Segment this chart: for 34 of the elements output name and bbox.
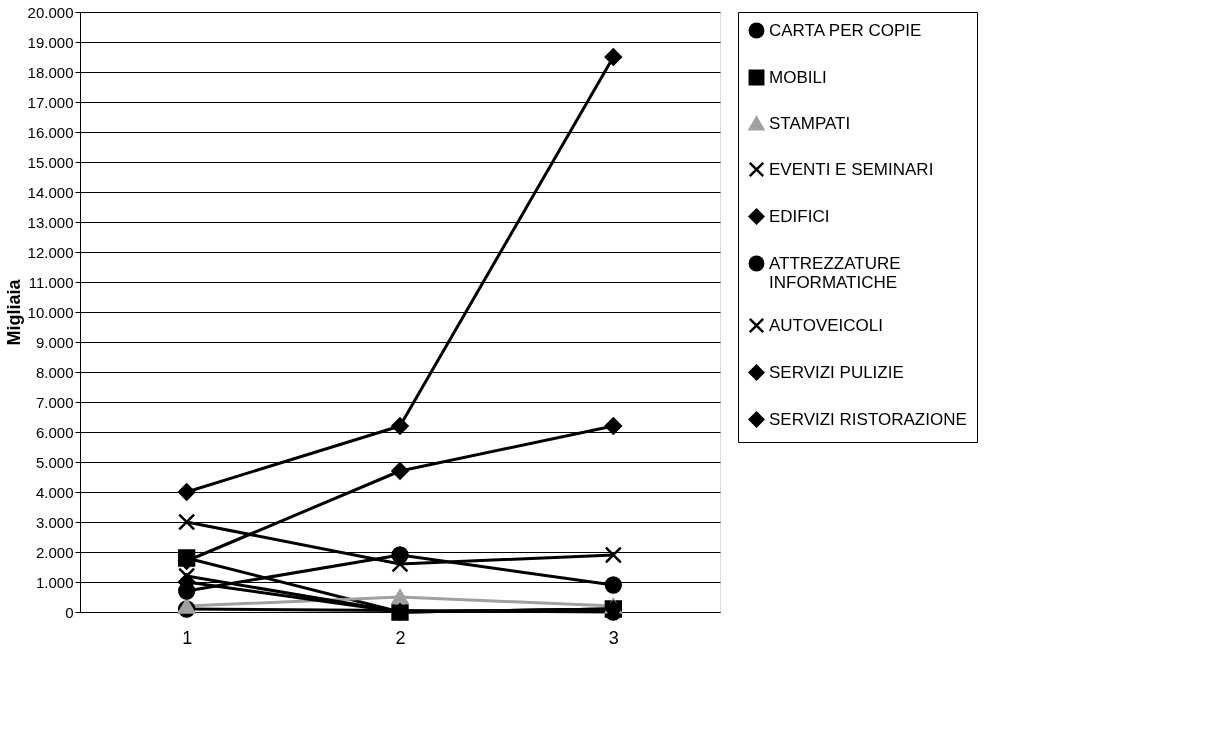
y-tick-label: 10.000 (27, 303, 74, 321)
x-tick-label: 3 (608, 627, 619, 648)
y-tick-label: 12.000 (27, 243, 74, 261)
legend-label: MOBILI (769, 67, 827, 87)
x-tick-label: 1 (182, 627, 193, 648)
y-tick-label: 2.000 (35, 543, 74, 561)
y-axis-title: Migliaia (3, 278, 24, 346)
y-tick-label: 16.000 (27, 123, 74, 141)
legend-label: CARTA PER COPIE (769, 20, 922, 40)
y-tick-label: 14.000 (27, 183, 74, 201)
y-tick-label: 20.000 (27, 3, 74, 21)
y-tick-label: 3.000 (35, 513, 74, 531)
y-tick-label: 9.000 (35, 333, 74, 351)
legend-label: EVENTI E SEMINARI (769, 159, 934, 179)
legend-label: SERVIZI RISTORAZIONE (769, 409, 967, 429)
y-tick-label: 18.000 (27, 63, 74, 81)
y-tick-label: 17.000 (27, 93, 74, 111)
y-tick-label: 4.000 (35, 483, 74, 501)
y-tick-label: 1.000 (35, 573, 74, 591)
y-tick-label: 13.000 (27, 213, 74, 231)
y-tick-label: 0 (65, 603, 74, 621)
y-tick-label: 15.000 (27, 153, 74, 171)
legend-label: ATTREZZATURE INFORMATICHE (769, 253, 901, 292)
y-tick-label: 6.000 (35, 423, 74, 441)
legend-label: EDIFICI (769, 206, 830, 226)
legend-label: STAMPATI (769, 113, 851, 133)
x-tick-label: 2 (395, 627, 406, 648)
y-tick-label: 7.000 (35, 393, 74, 411)
legend-label: AUTOVEICOLI (769, 315, 883, 335)
y-tick-label: 11.000 (28, 273, 74, 291)
y-tick-label: 8.000 (35, 363, 74, 381)
legend-label: SERVIZI PULIZIE (769, 362, 904, 382)
y-tick-label: 19.000 (27, 33, 74, 51)
y-tick-label: 5.000 (35, 453, 74, 471)
